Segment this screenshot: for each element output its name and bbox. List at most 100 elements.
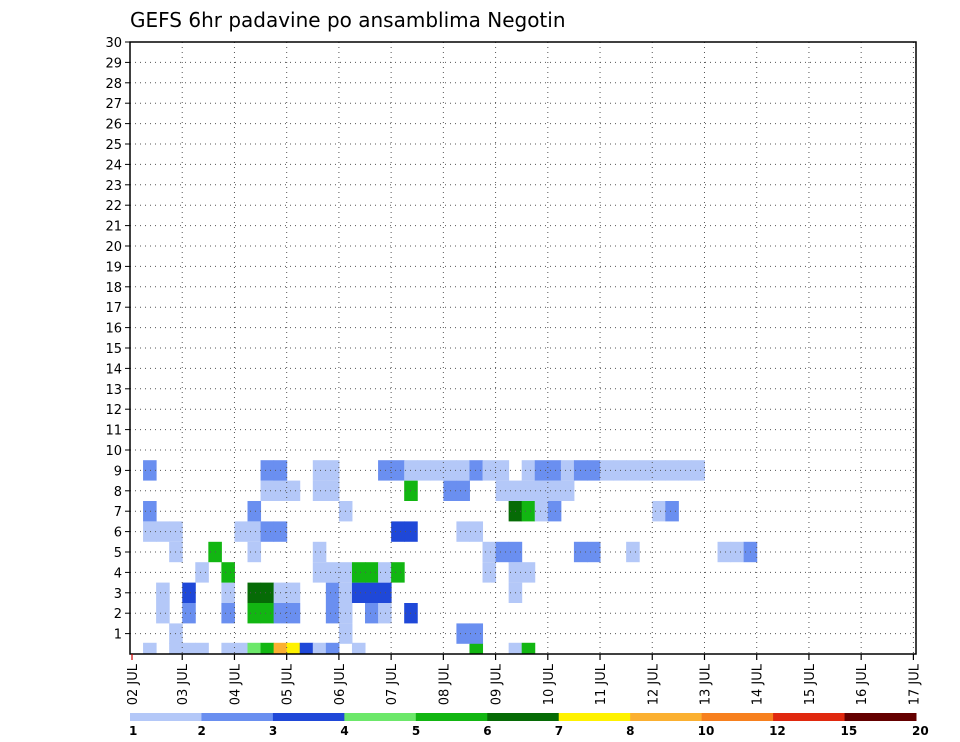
heatmap-cell — [508, 642, 523, 654]
heatmap-cell — [586, 541, 601, 563]
heatmap-cell — [482, 562, 497, 583]
heatmap-cell — [247, 603, 262, 624]
heatmap-cell — [156, 521, 170, 542]
x-tick-label: 15 JUL — [803, 663, 818, 705]
legend-swatch — [130, 713, 202, 721]
x-tick-label: 12 JUL — [646, 663, 661, 705]
heatmap-cell — [325, 480, 340, 501]
x-tick-label: 07 JUL — [385, 663, 400, 705]
heatmap-cell — [260, 603, 275, 624]
y-tick-label: 30 — [105, 36, 122, 51]
legend-swatch — [844, 713, 917, 721]
y-tick-label: 8 — [114, 485, 122, 500]
heatmap-cell — [260, 460, 275, 481]
heatmap-cell — [312, 562, 327, 583]
heatmap-cell — [182, 582, 196, 603]
heatmap-cell — [730, 541, 745, 563]
y-tick-label: 15 — [105, 342, 122, 357]
y-tick-label: 20 — [105, 240, 122, 255]
heatmap-cell — [221, 603, 235, 624]
heatmap-cell — [260, 642, 275, 654]
legend-label: 2 — [197, 724, 205, 738]
x-tick-label: 08 JUL — [437, 663, 452, 705]
y-tick-label: 16 — [105, 322, 122, 337]
heatmap-cell — [521, 642, 536, 654]
heatmap-cell — [325, 562, 340, 583]
legend-swatch — [630, 713, 703, 721]
legend-label: 10 — [698, 724, 715, 738]
legend-label: 3 — [269, 724, 277, 738]
heatmap-cell — [156, 603, 170, 624]
y-tick-label: 10 — [105, 444, 122, 459]
heatmap-cell — [325, 642, 340, 654]
heatmap-cell — [586, 460, 601, 481]
x-tick-label: 11 JUL — [594, 663, 609, 705]
heatmap-cell — [378, 603, 392, 624]
heatmap-cell — [365, 582, 379, 603]
grid-lines — [130, 42, 916, 654]
y-tick-label: 24 — [105, 158, 122, 173]
legend-swatch — [487, 713, 560, 721]
legend-swatch — [558, 713, 631, 721]
x-tick-label: 16 JUL — [855, 663, 870, 705]
heatmap-cell — [365, 562, 379, 583]
heatmap-cell — [391, 460, 405, 481]
y-tick-label: 1 — [114, 628, 122, 643]
y-tick-label: 29 — [105, 56, 122, 71]
y-tick-label: 17 — [105, 301, 122, 316]
heatmap-cell — [234, 642, 249, 654]
heatmap-cell — [482, 541, 497, 563]
y-tick-label: 19 — [105, 260, 122, 275]
heatmap-cell — [534, 480, 549, 501]
heatmap-cell — [534, 501, 549, 522]
heatmap-cell — [547, 460, 562, 481]
heatmap-cell — [312, 460, 327, 481]
heatmap-cell — [521, 501, 536, 522]
heatmap-cell — [430, 460, 444, 481]
heatmap-cell — [560, 460, 575, 481]
y-tick-label: 9 — [114, 464, 122, 479]
legend-label: 8 — [626, 724, 634, 738]
heatmap-cell — [247, 582, 262, 603]
x-tick-label: 17 JUL — [907, 663, 922, 705]
heatmap-cell — [286, 480, 301, 501]
heatmap-cell — [221, 562, 235, 583]
y-tick-label: 18 — [105, 281, 122, 296]
heatmap-cell — [351, 582, 366, 603]
x-tick-label: 06 JUL — [333, 663, 348, 705]
x-tick-label: 09 JUL — [490, 663, 505, 705]
heatmap-cell — [195, 562, 209, 583]
heatmap-cell — [717, 541, 732, 563]
y-tick-label: 21 — [105, 220, 122, 235]
y-tick-label: 26 — [105, 118, 122, 133]
heatmap-cell — [547, 480, 562, 501]
x-tick-label: 04 JUL — [228, 663, 243, 705]
heatmap-cell — [495, 460, 510, 481]
heatmap-cell — [234, 521, 249, 542]
heatmap-cell — [221, 582, 235, 603]
heatmap-cell — [534, 460, 549, 481]
heatmap-cell — [156, 582, 170, 603]
heatmap-cell — [482, 460, 497, 481]
legend-swatch — [201, 713, 274, 721]
legend-swatch — [773, 713, 846, 721]
heatmap-cell — [378, 460, 392, 481]
heatmap-cell — [521, 562, 536, 583]
y-tick-label: 7 — [114, 505, 122, 520]
heatmap-cell — [626, 460, 640, 481]
y-tick-label: 3 — [114, 587, 122, 602]
heatmap-cell — [521, 460, 536, 481]
heatmap-cell — [378, 562, 392, 583]
x-tick-label: 13 JUL — [698, 663, 713, 705]
y-tick-label: 5 — [114, 546, 122, 561]
legend-label: 12 — [769, 724, 786, 738]
x-tick-label: 05 JUL — [281, 663, 296, 705]
heatmap-cell — [286, 642, 301, 654]
y-tick-label: 27 — [105, 97, 122, 112]
heatmap-cell — [312, 480, 327, 501]
heatmap-cell — [325, 603, 340, 624]
heatmap-cell — [456, 460, 470, 481]
y-tick-label: 12 — [105, 403, 122, 418]
heatmap-cell — [560, 480, 575, 501]
heatmap-cell — [312, 642, 327, 654]
